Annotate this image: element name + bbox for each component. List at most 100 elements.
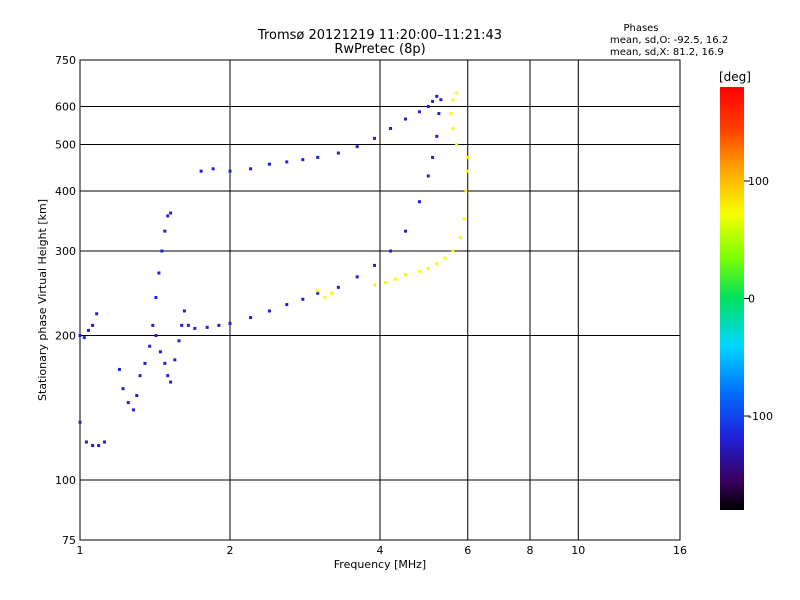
data-point-o	[154, 334, 158, 338]
data-point-o	[166, 374, 170, 378]
data-point-o	[336, 285, 340, 289]
colorbar-tick-label: 100	[748, 175, 769, 188]
data-point-x	[330, 291, 334, 295]
data-point-o	[301, 158, 305, 162]
data-point-o	[249, 316, 253, 320]
data-point-o	[417, 200, 421, 204]
data-point-o	[180, 323, 184, 327]
data-point-x	[455, 91, 459, 95]
x-tick-label: 1	[77, 544, 84, 557]
data-point-o	[84, 440, 88, 444]
data-point-o	[158, 350, 162, 354]
data-point-x	[383, 280, 387, 284]
x-tick-label: 10	[571, 544, 585, 557]
chart-subtitle: RwPretec (8p)	[334, 42, 425, 57]
colorbar-tick-label: 0	[748, 293, 755, 306]
data-point-o	[182, 309, 186, 313]
data-point-o	[169, 380, 173, 384]
data-point-x	[449, 112, 453, 116]
y-tick-label: 750	[55, 54, 76, 67]
x-ticks: 1 2 4 6 8 10 16	[77, 544, 688, 557]
y-tick-label: 500	[55, 139, 76, 152]
data-point-o	[91, 444, 95, 448]
data-point-o	[336, 151, 340, 155]
data-point-o	[160, 249, 164, 253]
data-point-o	[389, 249, 393, 253]
data-point-o	[91, 323, 95, 327]
x-tick-label: 16	[673, 544, 687, 557]
data-point-o	[403, 117, 407, 121]
data-point-o	[426, 174, 430, 178]
data-point-o	[157, 271, 161, 275]
x-tick-label: 6	[464, 544, 471, 557]
data-point-o	[148, 344, 152, 348]
data-point-o	[403, 229, 407, 233]
data-point-o	[86, 328, 90, 332]
data-point-o	[186, 323, 190, 327]
data-point-x	[464, 189, 468, 193]
y-tick-label: 200	[55, 330, 76, 343]
data-point-o	[166, 214, 170, 218]
data-point-x	[451, 98, 455, 102]
data-point-o	[154, 296, 158, 300]
x-tick-label: 2	[227, 544, 234, 557]
y-tick-label: 100	[55, 474, 76, 487]
data-point-o	[199, 169, 203, 173]
data-point-o	[169, 211, 173, 215]
data-point-o	[249, 167, 253, 171]
data-point-o	[431, 99, 435, 103]
y-ticks: 75 100 200 300 400 500 600 750	[55, 54, 76, 547]
data-point-x	[435, 262, 439, 266]
data-point-o	[316, 291, 320, 295]
data-point-x	[316, 289, 320, 293]
data-point-x	[451, 126, 455, 130]
data-point-o	[95, 312, 99, 316]
phases-header: Phases	[623, 23, 658, 34]
x-tick-label: 8	[527, 544, 534, 557]
colorbar-label: [deg]	[719, 70, 751, 84]
data-point-o	[78, 334, 82, 338]
data-point-o	[205, 325, 209, 329]
y-tick-label: 75	[62, 534, 76, 547]
colorbar-ticks: 100 0 -100	[744, 175, 773, 423]
grid	[80, 60, 680, 540]
data-point-o	[135, 394, 139, 398]
data-point-o	[117, 367, 121, 371]
data-point-o	[143, 361, 147, 365]
x-tick-label: 4	[377, 544, 384, 557]
data-point-o	[316, 155, 320, 159]
data-point-o	[435, 94, 439, 98]
data-point-x	[403, 273, 407, 277]
y-tick-label: 300	[55, 245, 76, 258]
colorbar	[720, 87, 744, 510]
data-point-o	[373, 263, 377, 267]
data-point-x	[458, 236, 462, 240]
data-point-o	[131, 408, 135, 412]
data-point-o	[217, 323, 221, 327]
data-point-o	[121, 387, 125, 391]
data-point-o	[228, 321, 232, 325]
chart-title: Tromsø 20121219 11:20:00–11:21:43	[257, 28, 502, 43]
data-point-o	[437, 112, 441, 116]
data-point-o	[163, 229, 167, 233]
data-point-o	[193, 326, 197, 330]
y-tick-label: 400	[55, 185, 76, 198]
data-point-o	[355, 145, 359, 149]
colorbar-tick-label: -100	[748, 410, 773, 423]
data-point-x	[426, 266, 430, 270]
data-point-x	[373, 283, 377, 287]
data-point-o	[138, 374, 142, 378]
x-axis-label: Frequency [MHz]	[334, 558, 426, 571]
y-axis-label: Stationary phase Virtual Height [km]	[36, 199, 49, 401]
phases-x-stats: mean, sd,X: 81.2, 16.9	[610, 47, 724, 58]
data-point-o	[417, 110, 421, 114]
data-point-o	[151, 323, 155, 327]
data-point-o	[267, 162, 271, 166]
data-point-o	[355, 275, 359, 279]
data-point-o	[228, 169, 232, 173]
data-point-x	[462, 217, 466, 221]
data-point-o	[97, 444, 101, 448]
data-point-o	[267, 309, 271, 313]
data-point-o	[211, 167, 215, 171]
